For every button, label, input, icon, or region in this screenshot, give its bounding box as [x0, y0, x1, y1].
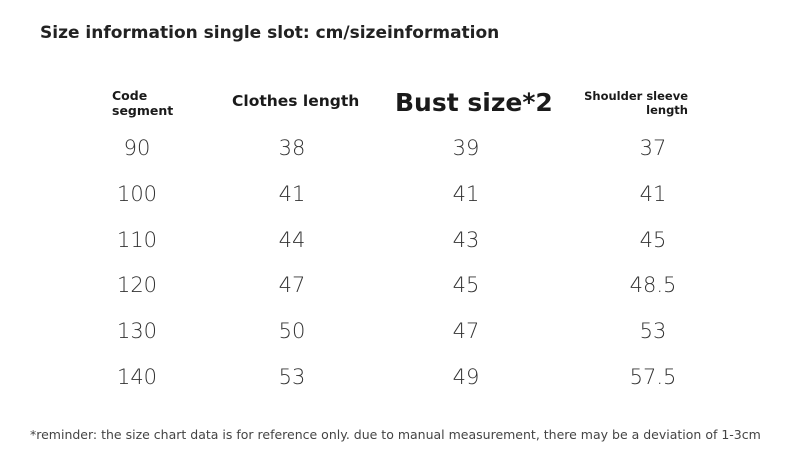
table-cell: 120 — [116, 273, 158, 298]
table-cell: 43 — [452, 227, 480, 252]
table-cell: 48.5 — [629, 273, 677, 298]
table-cell: 53 — [278, 365, 306, 389]
table-cell: 130 — [116, 319, 158, 344]
table-cell: 41 — [452, 181, 480, 206]
column-header: Clothes length — [232, 92, 360, 110]
table-cell: 39 — [452, 136, 480, 160]
table-cell: 37 — [639, 136, 667, 160]
table-cell: 45 — [639, 227, 667, 252]
title: Size information single slot: cm/sizeinf… — [40, 23, 500, 43]
footnote: *reminder: the size chart data is for re… — [30, 427, 761, 442]
table-cell: 44 — [278, 227, 306, 252]
table-cell: 38 — [278, 136, 306, 160]
table-cell: 45 — [452, 273, 480, 298]
table-cell: 47 — [278, 273, 306, 298]
table-cell: 90 — [123, 136, 151, 160]
table-cell: 140 — [116, 365, 158, 389]
table-cell: 41 — [278, 181, 306, 206]
table-cell: 50 — [278, 319, 306, 344]
column-header: Bust size*2 — [395, 88, 553, 117]
table-cell: 110 — [116, 227, 158, 252]
table-cell: 100 — [116, 181, 158, 206]
table-cell: 49 — [452, 365, 480, 389]
column-header: Code segment — [112, 88, 174, 118]
table-cell: 57.5 — [629, 365, 677, 389]
table-cell: 41 — [639, 181, 667, 206]
table-cell: 47 — [452, 319, 480, 344]
table-cell: 53 — [639, 319, 667, 344]
column-header: Shoulder sleeve length — [584, 89, 688, 117]
